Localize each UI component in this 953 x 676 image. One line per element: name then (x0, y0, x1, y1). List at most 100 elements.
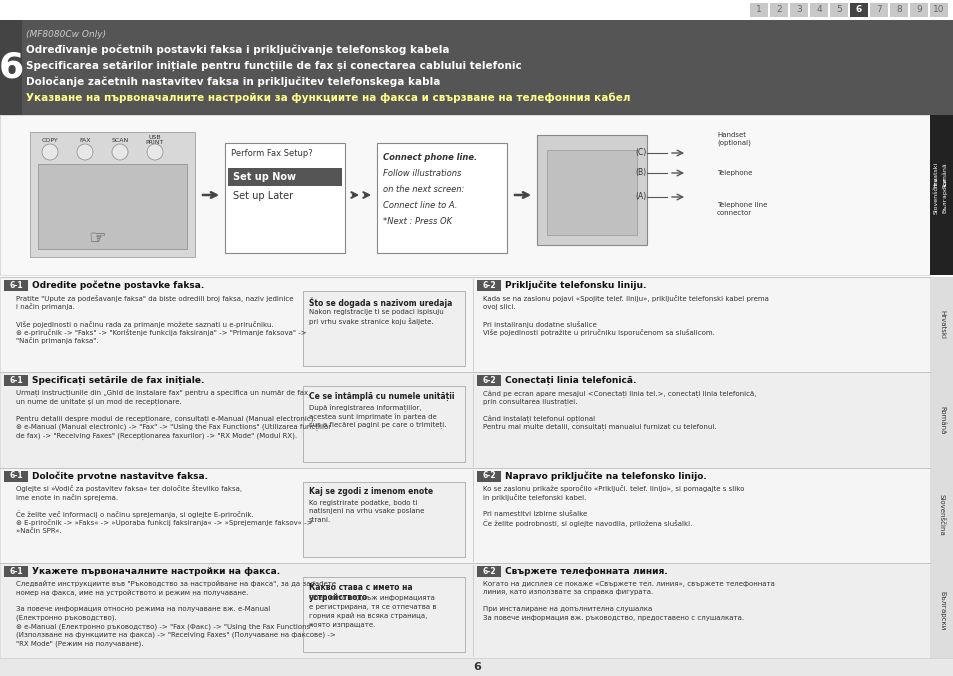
Text: Ko se zaslonu prikaže sporočilo «Priključi. telef. linijo», si pomagajte s sliko: Ko se zaslonu prikaže sporočilo «Priklju… (482, 485, 743, 493)
Bar (4, 566, 28, 577)
Text: FAX: FAX (79, 137, 91, 143)
Bar (303, 577, 464, 652)
Bar (929, 3, 947, 17)
Text: Napravo priključite na telefonsko linijo.: Napravo priključite na telefonsko linijo… (504, 471, 706, 481)
Text: connector: connector (717, 210, 751, 216)
Text: Pentru detalii despre modul de recepționare, consultați e-Manual (Manual electro: Pentru detalii despre modul de recepțion… (16, 416, 315, 423)
Text: pri vrhu svake stranice koju šaljete.: pri vrhu svake stranice koju šaljete. (309, 318, 434, 325)
Text: 6-1: 6-1 (10, 281, 23, 290)
Bar (909, 3, 927, 17)
Text: ⊛ е-Manual (Електронно ръководство) -> "Fax (Факс) -> "Using the Fax Functions": ⊛ е-Manual (Електронно ръководство) -> "… (16, 623, 313, 630)
Text: Više pojedinosti o načinu rada za primanje možete saznati u e-priručniku.: Više pojedinosti o načinu rada za priman… (16, 320, 274, 327)
Text: Când instalați telefonul opțional: Când instalați telefonul opțional (482, 416, 595, 423)
Text: която изпращате.: която изпращате. (309, 622, 375, 628)
Text: on the next screen:: on the next screen: (382, 185, 464, 193)
Text: Telephone: Telephone (717, 170, 752, 176)
Text: 3: 3 (796, 5, 801, 14)
Bar (38, 164, 187, 249)
Bar (228, 168, 341, 186)
Text: Какво става с името на
устройството: Какво става с името на устройството (309, 583, 413, 602)
Text: Specificați setările de fax inițiale.: Specificați setările de fax inițiale. (32, 376, 204, 385)
Text: Română: Română (938, 406, 944, 434)
Bar (537, 135, 646, 245)
Text: 6: 6 (855, 5, 862, 14)
Bar (4, 280, 28, 291)
Bar (30, 132, 194, 257)
Text: Hrvatski: Hrvatski (938, 310, 944, 339)
Circle shape (147, 144, 163, 160)
Text: 6-2: 6-2 (481, 566, 496, 576)
Text: Telephone line: Telephone line (717, 202, 766, 208)
Bar (0, 20, 22, 115)
Text: Perform Fax Setup?: Perform Fax Setup? (231, 149, 313, 158)
Text: (C): (C) (635, 149, 645, 158)
Text: Български: Български (938, 591, 944, 630)
Bar (0, 562, 929, 658)
Bar (476, 375, 500, 386)
Text: Određivanje početnih postavki faksa i priključivanje telefonskog kabela: Određivanje početnih postavki faksa i pr… (26, 45, 449, 55)
Text: un nume de unitate și un mod de recepționare.: un nume de unitate și un mod de recepțio… (16, 399, 182, 406)
Bar (0, 115, 929, 275)
Text: Urmați instrucțiunile din „Ghid de instalare fax" pentru a specifica un număr de: Urmați instrucțiunile din „Ghid de insta… (16, 390, 310, 397)
Bar (929, 277, 953, 372)
Text: ☞: ☞ (89, 229, 106, 249)
Text: "Način primanja faksa".: "Način primanja faksa". (16, 337, 98, 345)
Text: 6-2: 6-2 (481, 281, 496, 290)
Bar (476, 470, 500, 481)
Text: de fax) -> "Receiving Faxes" (Recepționarea faxurilor) -> "RX Mode" (Modul RX).: de fax) -> "Receiving Faxes" (Recepționa… (16, 433, 296, 440)
Text: Določite prvotne nastavitve faksa.: Določite prvotne nastavitve faksa. (32, 471, 208, 481)
Text: Što se dogada s nazivom uredaja: Što se dogada s nazivom uredaja (309, 297, 452, 308)
Bar (809, 3, 827, 17)
Text: in priključite telefonski kabel.: in priključite telefonski kabel. (482, 494, 586, 501)
Text: Oglejte si »Vodič za postavitev faksa« ter določite številko faksa,: Oglejte si »Vodič za postavitev faksa« t… (16, 485, 242, 493)
Text: acestea sunt imprimate în partea de: acestea sunt imprimate în partea de (309, 413, 436, 420)
Bar (0, 277, 929, 372)
Text: sus a fiecărei pagini pe care o trimiteți.: sus a fiecărei pagini pe care o trimiteț… (309, 422, 446, 429)
Text: ⊛ e-priručnik -> "Faks" -> "Korištenje funkcija faksiranja" -> "Primanje faksova: ⊛ e-priručnik -> "Faks" -> "Korištenje f… (16, 329, 306, 336)
Text: Когато на дисплея се покаже «Свържете тел. линия», свържете телефонната: Когато на дисплея се покаже «Свържете те… (482, 581, 774, 587)
Text: Следвайте инструкциите във "Ръководство за настройване на факса", за да зadadете: Следвайте инструкциите във "Ръководство … (16, 581, 335, 587)
Text: Ce se întâmplă cu numele unității: Ce se întâmplă cu numele unității (309, 392, 454, 402)
Text: Укажете първоначалните настройки на факса.: Укажете първоначалните настройки на факс… (32, 566, 280, 576)
Text: Connect phone line.: Connect phone line. (382, 153, 476, 162)
Bar (0, 115, 929, 275)
Text: După înregistrarea informațiilor,: După înregistrarea informațiilor, (309, 404, 421, 412)
Text: 2: 2 (776, 5, 781, 14)
Text: линия, като използвате за справка фигурата.: линия, като използвате за справка фигура… (482, 589, 653, 596)
Text: USB
PRINT: USB PRINT (146, 135, 164, 145)
Bar (476, 566, 500, 577)
Text: 6: 6 (473, 662, 480, 672)
Bar (303, 386, 464, 462)
Bar (0, 20, 953, 115)
Text: (B): (B) (635, 168, 645, 178)
Text: Kada se na zaslonu pojavi «Spojite telef. liniju», priključite telefonski kabel : Kada se na zaslonu pojavi «Spojite telef… (482, 295, 768, 302)
Text: Pratite "Upute za podešavanje faksa" da biste odredili broj faksa, naziv jedinic: Pratite "Upute za podešavanje faksa" da … (16, 295, 294, 302)
Text: 8: 8 (895, 5, 901, 14)
Bar (303, 291, 464, 366)
Text: (A): (A) (635, 193, 645, 201)
Bar (929, 468, 953, 562)
Text: 6-2: 6-2 (481, 377, 496, 385)
Text: 9: 9 (915, 5, 921, 14)
Text: ime enote in način sprejema.: ime enote in način sprejema. (16, 494, 118, 501)
Text: За повече информация вж. ръководство, предоставено с слушалката.: За повече информация вж. ръководство, пр… (482, 614, 743, 621)
Bar (929, 372, 953, 468)
Text: ⊛ E-priročnik -> »Faks« -> »Uporaba funkcij faksiranja« -> »Sprejemanje faksov« : ⊛ E-priročnik -> »Faks« -> »Uporaba funk… (16, 519, 313, 527)
Circle shape (77, 144, 92, 160)
Bar (546, 150, 637, 235)
Bar (303, 481, 464, 557)
Bar (4, 470, 28, 481)
Text: Follow illustrations: Follow illustrations (382, 168, 461, 178)
Text: Set up Later: Set up Later (233, 191, 293, 201)
Bar (929, 562, 953, 658)
Text: 1: 1 (756, 5, 761, 14)
Text: (Използване на функциите на факса) -> "Receiving Faxes" (Получаване на факсове) : (Използване на функциите на факса) -> "R… (16, 632, 335, 638)
Text: Connect line to A.: Connect line to A. (382, 201, 456, 210)
Text: Slovenščina: Slovenščina (938, 494, 944, 536)
Text: Slovenščina: Slovenščina (933, 176, 938, 214)
Bar (849, 3, 867, 17)
Bar (376, 143, 506, 253)
Text: Български: Български (942, 177, 946, 213)
Bar (0, 468, 929, 562)
Bar (0, 372, 929, 468)
